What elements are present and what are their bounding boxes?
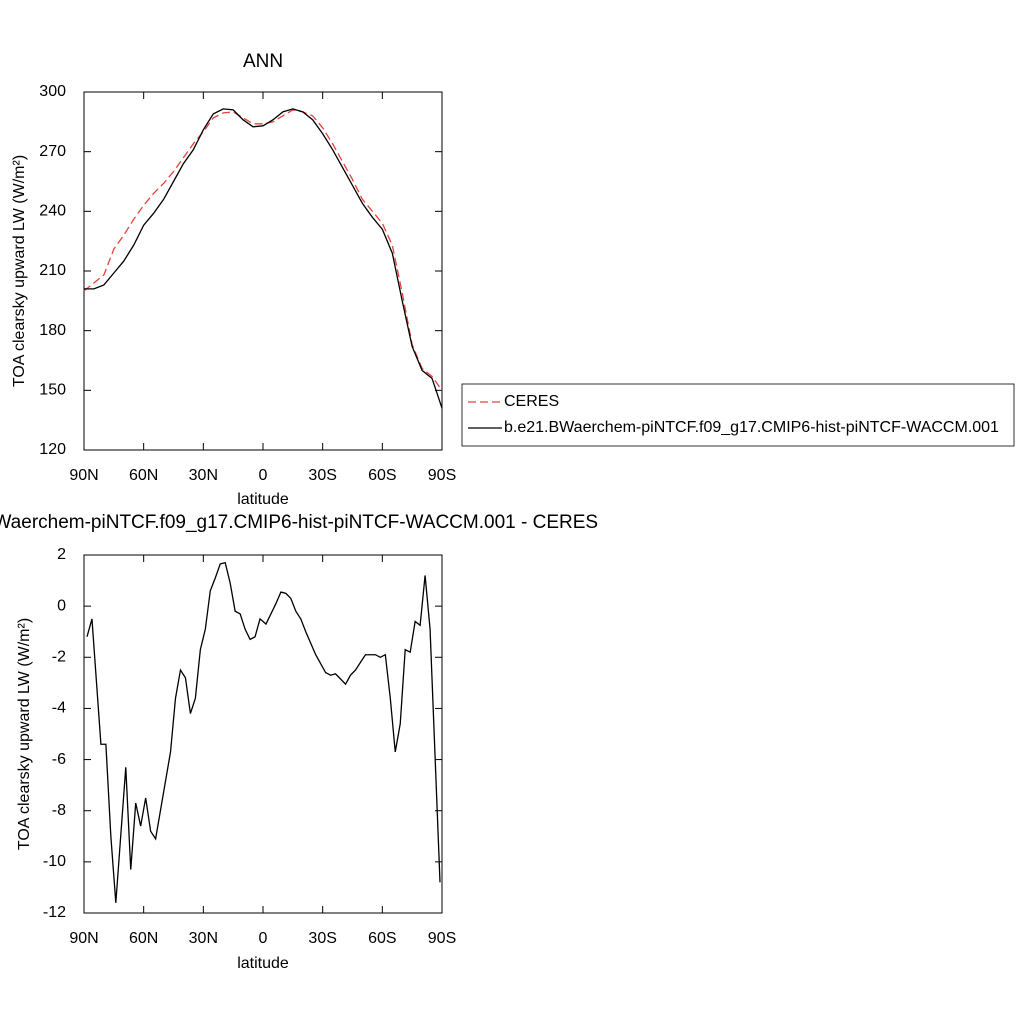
- chart-title: ANN: [243, 51, 283, 72]
- y-tick-label: -6: [52, 751, 66, 768]
- data-line: [86, 561, 441, 903]
- x-axis-label: latitude: [237, 955, 289, 972]
- x-tick-label: 30S: [308, 467, 336, 484]
- x-tick-label: 60S: [368, 467, 396, 484]
- y-tick-label: 300: [39, 83, 66, 100]
- x-tick-label: 0: [259, 467, 268, 484]
- legend-label: b.e21.BWaerchem-piNTCF.f09_g17.CMIP6-his…: [504, 419, 999, 436]
- y-tick-label: 150: [39, 382, 66, 399]
- chart-title: b.e21.BWaerchem-piNTCF.f09_g17.CMIP6-his…: [0, 512, 598, 533]
- data-line: [83, 109, 443, 391]
- x-tick-label: 30N: [189, 930, 218, 947]
- y-tick-label: -12: [43, 904, 66, 921]
- y-tick-label: 270: [39, 143, 66, 160]
- y-tick-label: -4: [52, 700, 66, 717]
- x-tick-label: 90S: [428, 467, 456, 484]
- y-axis-label: TOA clearsky upward LW (W/m²): [16, 618, 33, 850]
- legend-label: CERES: [504, 393, 559, 410]
- y-tick-label: 2: [57, 546, 66, 563]
- y-axis-label: TOA clearsky upward LW (W/m²): [11, 155, 28, 387]
- x-tick-label: 90N: [69, 930, 98, 947]
- y-tick-label: -10: [43, 853, 66, 870]
- legend-box: [461, 383, 1015, 447]
- x-tick-label: 90S: [428, 930, 456, 947]
- data-line: [84, 108, 443, 409]
- plot-frame: [83, 554, 443, 914]
- x-tick-label: 0: [259, 930, 268, 947]
- y-tick-label: 210: [39, 262, 66, 279]
- y-tick-label: 180: [39, 322, 66, 339]
- y-tick-label: -8: [52, 802, 66, 819]
- x-tick-label: 60S: [368, 930, 396, 947]
- x-tick-label: 90N: [69, 467, 98, 484]
- x-tick-label: 30N: [189, 467, 218, 484]
- x-tick-label: 60N: [129, 930, 158, 947]
- x-tick-label: 60N: [129, 467, 158, 484]
- y-tick-label: 0: [57, 597, 66, 614]
- plot-frame: [83, 91, 443, 451]
- y-tick-label: 120: [39, 441, 66, 458]
- x-tick-label: 30S: [308, 930, 336, 947]
- x-axis-label: latitude: [237, 491, 289, 508]
- y-tick-label: -2: [52, 649, 66, 666]
- y-tick-label: 240: [39, 203, 66, 220]
